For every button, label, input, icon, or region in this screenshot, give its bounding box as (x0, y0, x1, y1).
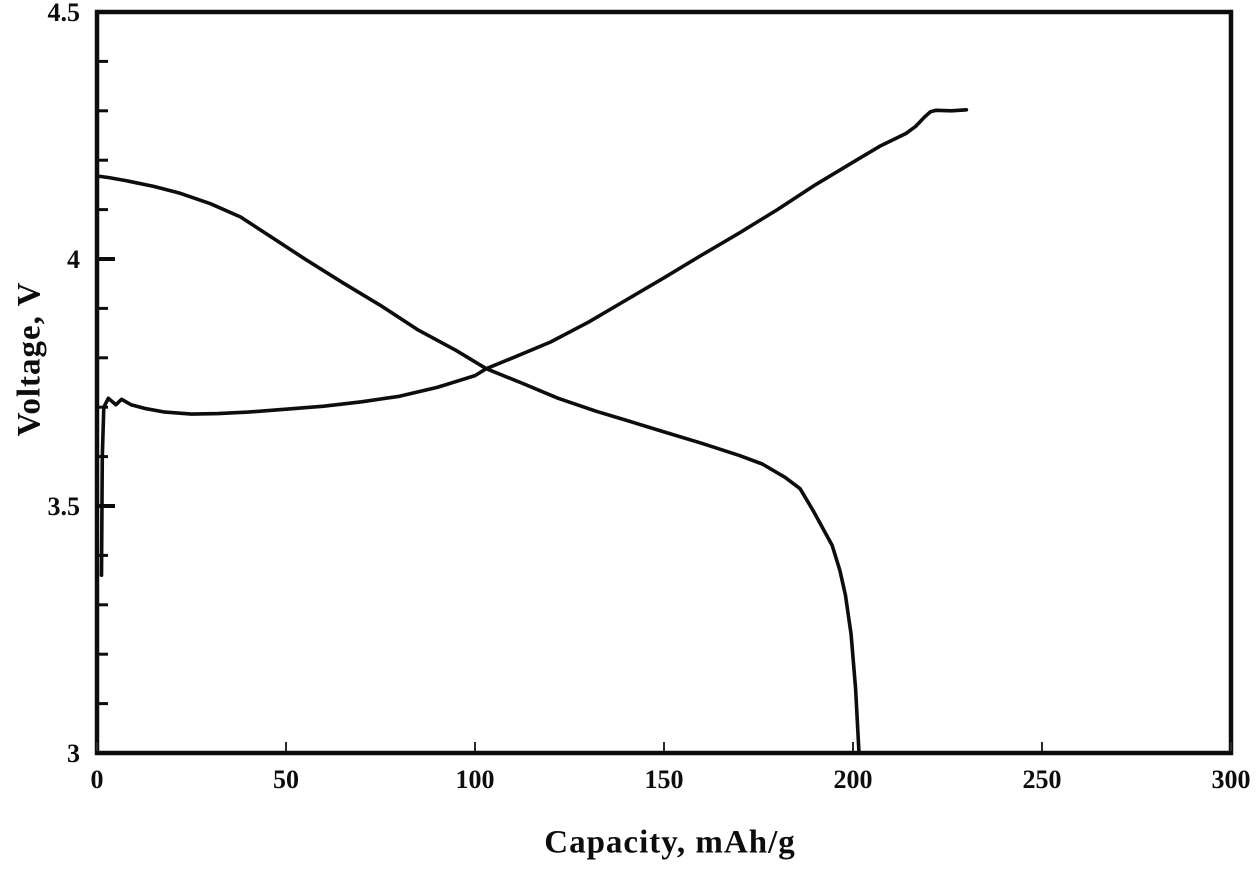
plot-frame (94, 9, 1234, 756)
y-tick-label: 3 (67, 739, 80, 768)
charge-curve (99, 108, 969, 578)
x-tick-label: 50 (273, 765, 299, 794)
x-tick-label: 300 (1212, 765, 1251, 794)
y-axis-title: Voltage, V (11, 281, 48, 437)
y-tick-label: 4 (67, 245, 80, 274)
x-tick-label: 250 (1023, 765, 1062, 794)
y-tick-label: 4.5 (48, 0, 81, 27)
x-tick-label: 100 (456, 765, 495, 794)
x-tick-label: 200 (834, 765, 873, 794)
discharge-curve (95, 174, 861, 755)
y-tick-label: 3.5 (48, 492, 81, 521)
x-tick-label: 0 (91, 765, 104, 794)
x-axis-title: Capacity, mAh/g (544, 824, 796, 861)
x-tick-label: 150 (645, 765, 684, 794)
